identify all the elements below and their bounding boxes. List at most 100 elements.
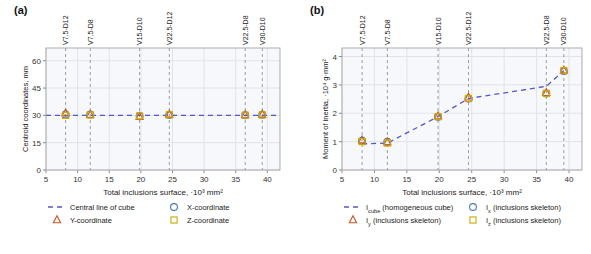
legend: Central line of cubeX-coordinateY-coordi… (48, 203, 230, 225)
legend-swatch (171, 217, 177, 223)
tick-label: 30 (200, 175, 209, 184)
specimen-label: V22.5-D12 (166, 11, 173, 45)
tick-label: 60 (32, 57, 41, 66)
point (136, 112, 143, 119)
specimen-label: V7.5-D12 (359, 15, 366, 45)
specimen-line (438, 48, 439, 170)
plot-background (342, 48, 582, 170)
legend-label: Iy (inclusions skeleton) (366, 216, 441, 227)
legend-swatch (470, 204, 477, 211)
tick-label: 5 (44, 175, 49, 184)
tick-label: 10 (370, 175, 379, 184)
point (63, 112, 69, 118)
point (166, 112, 172, 118)
grid-line (140, 48, 141, 170)
tick-label: 45 (32, 84, 41, 93)
tick-label: 25 (168, 175, 177, 184)
legend-swatch (344, 206, 362, 207)
grid-line (536, 48, 537, 170)
tick-mark (43, 60, 46, 61)
grid-line (46, 88, 280, 89)
tick-label: 35 (532, 175, 541, 184)
legend-label: Y-coordinate (70, 216, 112, 225)
tick-label: 5 (340, 175, 345, 184)
tick-label: 2 (333, 109, 338, 118)
point (384, 140, 390, 146)
point (87, 111, 94, 118)
specimen-label: V15-D10 (136, 17, 143, 45)
legend-swatch (470, 217, 476, 223)
legend: Icube (homogeneous cube)Ix (inclusions s… (344, 203, 561, 227)
tick-mark (339, 170, 342, 171)
grid-line (267, 48, 268, 170)
specimen-label: V15-D10 (435, 17, 442, 45)
specimen-line (245, 48, 246, 170)
point (259, 110, 266, 117)
panel: 510152025303540015304560V7.5-D12V7.5-D8V… (14, 4, 280, 225)
tick-label: 10 (73, 175, 82, 184)
grid-line (439, 48, 440, 170)
grid-line (46, 142, 280, 143)
specimen-label: V7.5-D8 (384, 19, 391, 45)
tick-mark (339, 141, 342, 142)
point (543, 90, 549, 96)
plot-frame (342, 48, 582, 170)
tick-label: 3 (333, 81, 338, 90)
tick-mark (43, 170, 46, 171)
point (543, 89, 550, 96)
legend-label: Iz (inclusions skeleton) (486, 216, 561, 227)
grid-line (46, 115, 280, 116)
grid-line (471, 48, 472, 170)
point (259, 112, 265, 118)
specimen-line (169, 48, 170, 170)
specimen-line (139, 48, 140, 170)
legend-label: Ix (inclusions skeleton) (486, 203, 561, 214)
tick-label: 40 (263, 175, 272, 184)
tick-label: 0 (37, 166, 42, 175)
specimen-label: V22.5-D8 (242, 15, 249, 45)
point (242, 112, 249, 119)
tick-mark (339, 84, 342, 85)
legend-swatch (349, 216, 356, 223)
point (561, 68, 567, 74)
legend-swatch (171, 204, 178, 211)
grid-line (504, 48, 505, 170)
point (465, 95, 471, 101)
point (384, 138, 391, 145)
x-axis-label: Total inclusions surface, ·10³ mm² (402, 188, 522, 197)
grid-line (569, 48, 570, 170)
point (434, 112, 441, 119)
legend-swatch (48, 206, 66, 207)
tick-label: 25 (467, 175, 476, 184)
y-axis-label: Centroid coordinates, mm (21, 66, 30, 152)
point (359, 139, 365, 145)
grid-line (77, 48, 78, 170)
grid-line (235, 48, 236, 170)
specimen-line (468, 48, 469, 170)
legend-swatch (53, 216, 60, 223)
specimen-label: V7.5-D8 (87, 19, 94, 45)
plot-area (46, 48, 280, 170)
point (137, 113, 143, 119)
plot-frame (46, 48, 280, 170)
point (435, 114, 441, 120)
tick-label: 30 (32, 111, 41, 120)
legend-label: Central line of cube (70, 203, 135, 212)
plot-area (359, 48, 568, 170)
point (87, 112, 93, 118)
point (242, 112, 248, 118)
series-line (362, 71, 564, 144)
grid-line (172, 48, 173, 170)
tick-label: 15 (32, 139, 41, 148)
tick-label: 15 (402, 175, 411, 184)
tick-label: 0 (333, 166, 338, 175)
grid-line (374, 48, 375, 170)
tick-mark (339, 113, 342, 114)
specimen-line (362, 48, 363, 170)
specimen-label: V7.5-D12 (62, 15, 69, 45)
panel-title: (b) (310, 4, 324, 16)
grid-line (204, 48, 205, 170)
grid-line (406, 48, 407, 170)
tick-label: 35 (231, 175, 240, 184)
point (560, 66, 567, 73)
